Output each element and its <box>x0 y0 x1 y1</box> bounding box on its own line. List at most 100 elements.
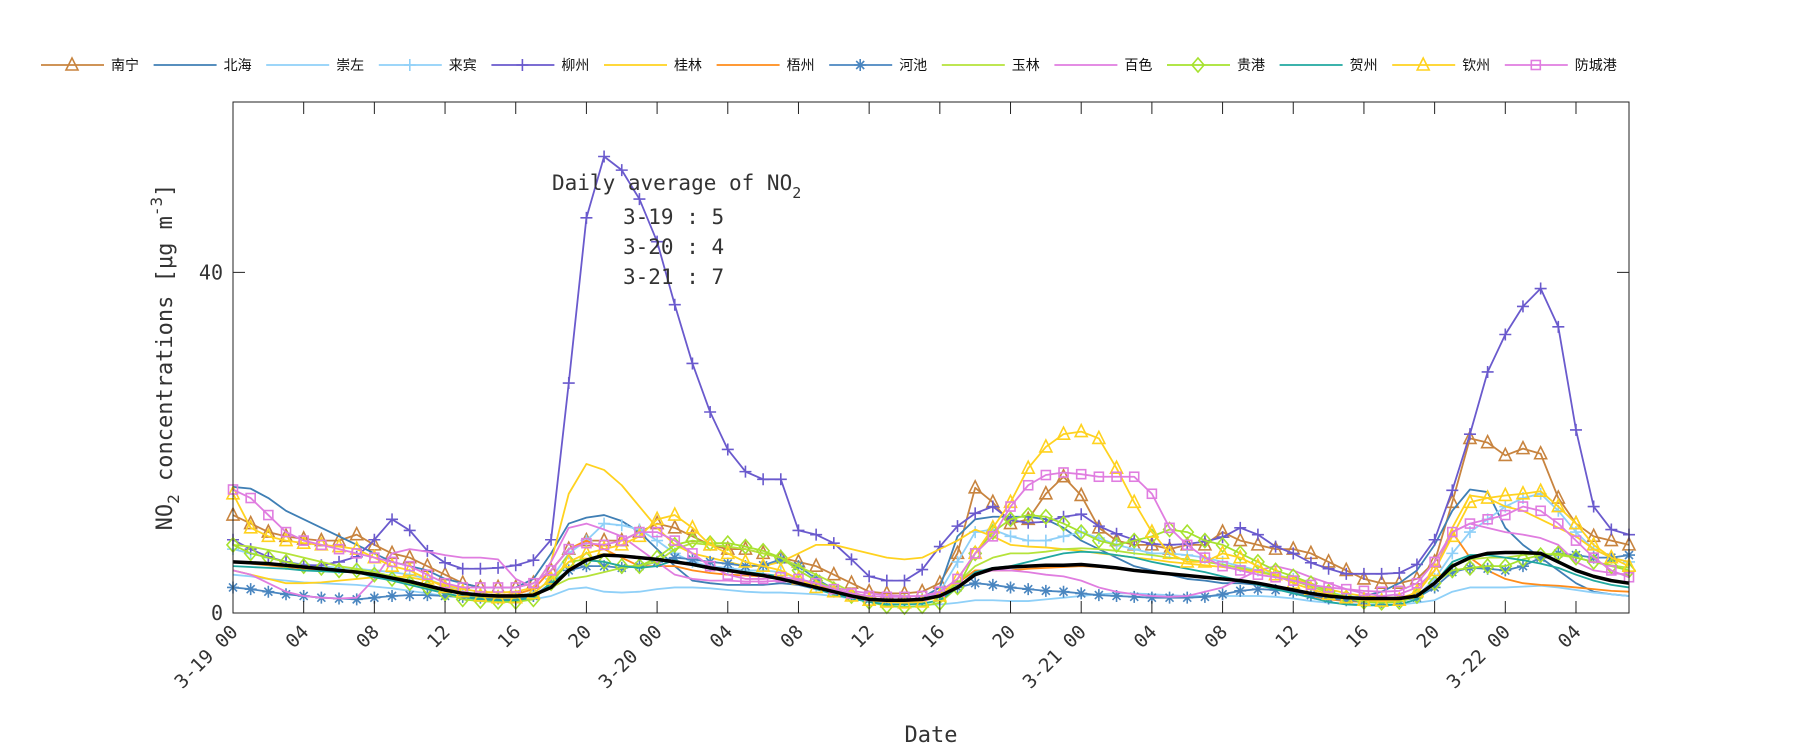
data-point-marker <box>386 556 398 568</box>
annotation-line-3-21: 3-21 : 7 <box>623 265 724 289</box>
legend-item-防城港[interactable]: 防城港 <box>1504 58 1617 74</box>
data-point-marker <box>1039 515 1052 528</box>
data-point-marker <box>667 506 683 521</box>
data-point-marker <box>261 527 276 543</box>
data-point-marker <box>1586 536 1601 551</box>
legend-item-梧州[interactable]: 梧州 <box>716 58 815 74</box>
data-point-marker <box>386 513 399 526</box>
data-point-marker <box>1321 585 1336 601</box>
data-point-marker <box>1586 527 1601 543</box>
data-point-marker <box>1075 508 1088 521</box>
data-point-marker <box>720 534 735 552</box>
data-point-marker <box>510 582 522 593</box>
data-point-marker <box>1323 582 1334 593</box>
data-point-marker <box>1480 433 1495 449</box>
data-point-marker <box>1039 534 1052 547</box>
data-point-marker <box>351 548 362 559</box>
legend-item-玉林[interactable]: 玉林 <box>941 58 1040 74</box>
data-point-marker <box>598 539 610 551</box>
data-point-marker <box>1358 585 1370 597</box>
data-point-marker <box>561 553 577 568</box>
data-point-marker <box>455 582 471 598</box>
legend-item-崇左[interactable]: 崇左 <box>266 58 364 74</box>
data-point-marker <box>1128 471 1140 483</box>
data-point-marker <box>721 557 734 570</box>
series-柳州 <box>227 150 1635 587</box>
data-point-marker <box>422 569 433 580</box>
data-point-marker <box>1340 594 1353 607</box>
data-point-marker <box>402 561 418 577</box>
x-tick-label: 3-20 00 <box>594 621 666 693</box>
legend-item-柳州[interactable]: 柳州 <box>491 57 589 74</box>
data-point-marker <box>1605 523 1618 536</box>
data-point-marker <box>1462 493 1478 509</box>
data-point-marker <box>826 565 842 581</box>
data-point-marker <box>563 543 575 555</box>
series-南宁 <box>225 429 1637 600</box>
legend-item-贵港[interactable]: 贵港 <box>1167 56 1265 74</box>
data-point-marker <box>1516 300 1529 313</box>
legend-item-百色[interactable]: 百色 <box>1054 57 1152 74</box>
data-point-marker <box>773 561 789 577</box>
data-point-marker <box>634 526 645 538</box>
data-point-marker <box>1393 566 1406 579</box>
data-point-marker <box>245 492 256 504</box>
data-point-marker <box>298 535 309 546</box>
data-point-marker <box>1444 527 1460 543</box>
data-point-marker <box>1463 428 1476 441</box>
data-point-marker <box>1515 484 1531 500</box>
data-point-marker <box>1533 444 1548 460</box>
annotation-title-text: Daily average of NO <box>552 171 792 195</box>
data-point-marker <box>386 589 399 602</box>
data-point-marker <box>598 150 611 163</box>
data-point-marker <box>898 574 911 587</box>
data-point-marker <box>579 551 594 568</box>
data-point-marker <box>263 509 274 521</box>
data-point-marker <box>1038 484 1054 500</box>
data-point-marker <box>1356 570 1372 585</box>
legend-item-南宁[interactable]: 南宁 <box>41 56 139 74</box>
data-point-marker <box>1181 591 1194 604</box>
data-point-marker <box>384 557 400 572</box>
data-point-marker <box>1215 544 1230 560</box>
data-point-marker <box>1109 459 1124 475</box>
data-point-marker <box>1535 505 1546 517</box>
data-point-marker <box>1092 520 1105 533</box>
legend-item-河池[interactable]: 河池 <box>829 58 927 74</box>
data-point-marker <box>1446 526 1458 538</box>
data-point-marker <box>1022 534 1035 547</box>
data-point-marker <box>1215 536 1230 554</box>
data-point-marker <box>316 539 327 551</box>
x-tick-label: 04 <box>1130 621 1162 653</box>
annotation-line-3-20: 3-20 : 4 <box>623 235 724 259</box>
data-point-marker <box>1552 320 1565 333</box>
data-point-marker <box>1164 522 1175 534</box>
data-point-marker <box>986 578 999 591</box>
data-point-marker <box>278 531 294 547</box>
x-tick-label: 04 <box>706 621 738 653</box>
data-point-marker <box>244 583 257 596</box>
data-point-marker <box>969 507 982 520</box>
data-point-marker <box>1604 557 1619 575</box>
y-label-main: NO <box>153 504 178 531</box>
legend-item-北海[interactable]: 北海 <box>153 58 252 74</box>
data-point-marker <box>1197 532 1212 549</box>
data-point-marker <box>1127 532 1142 549</box>
data-point-marker <box>1197 553 1213 568</box>
data-point-marker <box>331 531 347 547</box>
legend-item-来宾[interactable]: 来宾 <box>378 58 477 74</box>
data-point-marker <box>1462 429 1478 445</box>
data-point-marker <box>969 548 981 559</box>
data-point-marker <box>368 533 381 546</box>
data-point-marker <box>439 577 451 589</box>
x-tick-label: 12 <box>423 621 455 653</box>
x-tick-label: 04 <box>281 621 313 653</box>
data-point-marker <box>986 500 999 513</box>
legend-item-钦州[interactable]: 钦州 <box>1392 56 1490 74</box>
legend-item-贺州[interactable]: 贺州 <box>1279 58 1378 74</box>
x-tick-label: 20 <box>564 621 596 653</box>
legend-item-桂林[interactable]: 桂林 <box>604 58 702 74</box>
data-point-marker <box>331 562 347 579</box>
data-point-marker <box>456 562 469 575</box>
data-point-marker <box>1481 365 1494 378</box>
